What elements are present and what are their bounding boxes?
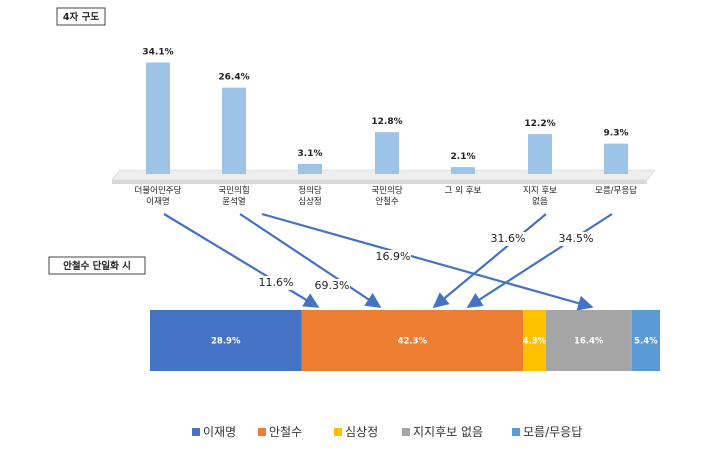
bar-1 <box>222 87 246 174</box>
bar-value-label-6: 9.3% <box>604 129 629 139</box>
legend-swatch-1 <box>258 428 266 436</box>
flow-label-1: 69.3% <box>315 279 350 292</box>
flow-label-bg-3 <box>490 232 526 246</box>
category-label-3-line-1: 안철수 <box>375 196 399 207</box>
flow-arrow-2 <box>261 212 594 311</box>
top-chart-title-box <box>56 7 106 26</box>
legend-swatch-0 <box>192 428 200 436</box>
stack-segment-0 <box>150 310 302 371</box>
flow-label-4: 34.5% <box>559 232 594 245</box>
bar-2 <box>298 163 322 174</box>
flow-label-2: 16.9% <box>376 250 411 263</box>
category-label-3-line-0: 국민의당 <box>371 185 402 196</box>
category-label-5-line-0: 지지 후보 <box>523 186 557 196</box>
bar-value-label-4: 2.1% <box>451 152 476 162</box>
legend: 이재명 안철수 심상정 지지후보 없음 모름/무응답 <box>192 425 582 439</box>
category-label-2-line-0: 정의당 <box>298 185 322 196</box>
legend-label-3: 지지후보 없음 <box>413 425 483 439</box>
flow-label-bg-4 <box>558 232 594 246</box>
legend-label-2: 심상정 <box>345 425 378 439</box>
stack-segment-label-2: 4.3% <box>523 337 547 347</box>
flow-label-3: 31.6% <box>491 232 526 245</box>
category-label-4: 그 외 후보 <box>445 185 482 196</box>
stack-segment-2 <box>523 310 546 371</box>
category-label-0-line-1: 이재명 <box>146 196 169 207</box>
stack-segment-3 <box>545 310 632 371</box>
stack-segment-4 <box>631 310 660 371</box>
bottom-chart-title-box <box>48 256 146 275</box>
category-label-2-line-1: 심상정 <box>298 196 321 207</box>
stack-segment-1 <box>301 310 524 371</box>
legend-label-1: 안철수 <box>269 425 302 439</box>
stack-segment-label-1: 42.3% <box>398 337 428 347</box>
stacked-bar-chart: 28.9% 42.3% 4.3% 16.4% 5.4% <box>150 310 660 371</box>
flow-label-bg-0 <box>258 276 294 290</box>
category-label-5-line-1: 없음 <box>532 197 548 207</box>
category-label-6: 모름/무응답 <box>595 185 637 196</box>
legend-swatch-4 <box>512 428 520 436</box>
legend-label-4: 모름/무응답 <box>523 425 582 439</box>
bar-value-label-0: 34.1% <box>142 47 173 57</box>
bar-0 <box>146 62 170 175</box>
category-label-0-line-0: 더불어민주당 <box>135 185 182 196</box>
transfer-arrows: 11.6% 69.3% 16.9% 31.6% 34.5% <box>163 212 613 311</box>
category-label-1-line-0: 국민의힘 <box>218 185 249 196</box>
flow-arrow-0 <box>163 213 320 308</box>
flow-label-0: 11.6% <box>259 276 294 289</box>
stack-segment-label-0: 28.9% <box>211 337 241 347</box>
bar-value-label-5: 12.2% <box>524 119 555 129</box>
bar-value-label-2: 3.1% <box>298 149 323 159</box>
bar-4 <box>451 167 475 174</box>
top-chart-title: 4자 구도 <box>63 11 99 23</box>
flow-arrow-3 <box>432 213 547 308</box>
chart-floor <box>111 169 656 184</box>
bottom-chart-title: 안철수 단일화 시 <box>63 260 131 272</box>
bar-5 <box>528 134 552 174</box>
bar-value-label-3: 12.8% <box>371 117 402 127</box>
flow-arrow-1 <box>239 213 382 308</box>
legend-swatch-3 <box>402 428 410 436</box>
bar-3 <box>375 132 399 174</box>
bar-6 <box>604 143 628 174</box>
category-label-1-line-1: 윤석열 <box>222 196 246 207</box>
stack-segment-label-3: 16.4% <box>574 337 604 347</box>
legend-swatch-2 <box>334 428 342 436</box>
flow-label-bg-1 <box>314 279 350 293</box>
stack-segment-label-4: 5.4% <box>634 337 658 347</box>
legend-label-0: 이재명 <box>203 425 236 439</box>
flow-label-bg-2 <box>375 250 411 264</box>
flow-arrow-4 <box>466 213 613 308</box>
bar-value-label-1: 26.4% <box>218 73 249 83</box>
